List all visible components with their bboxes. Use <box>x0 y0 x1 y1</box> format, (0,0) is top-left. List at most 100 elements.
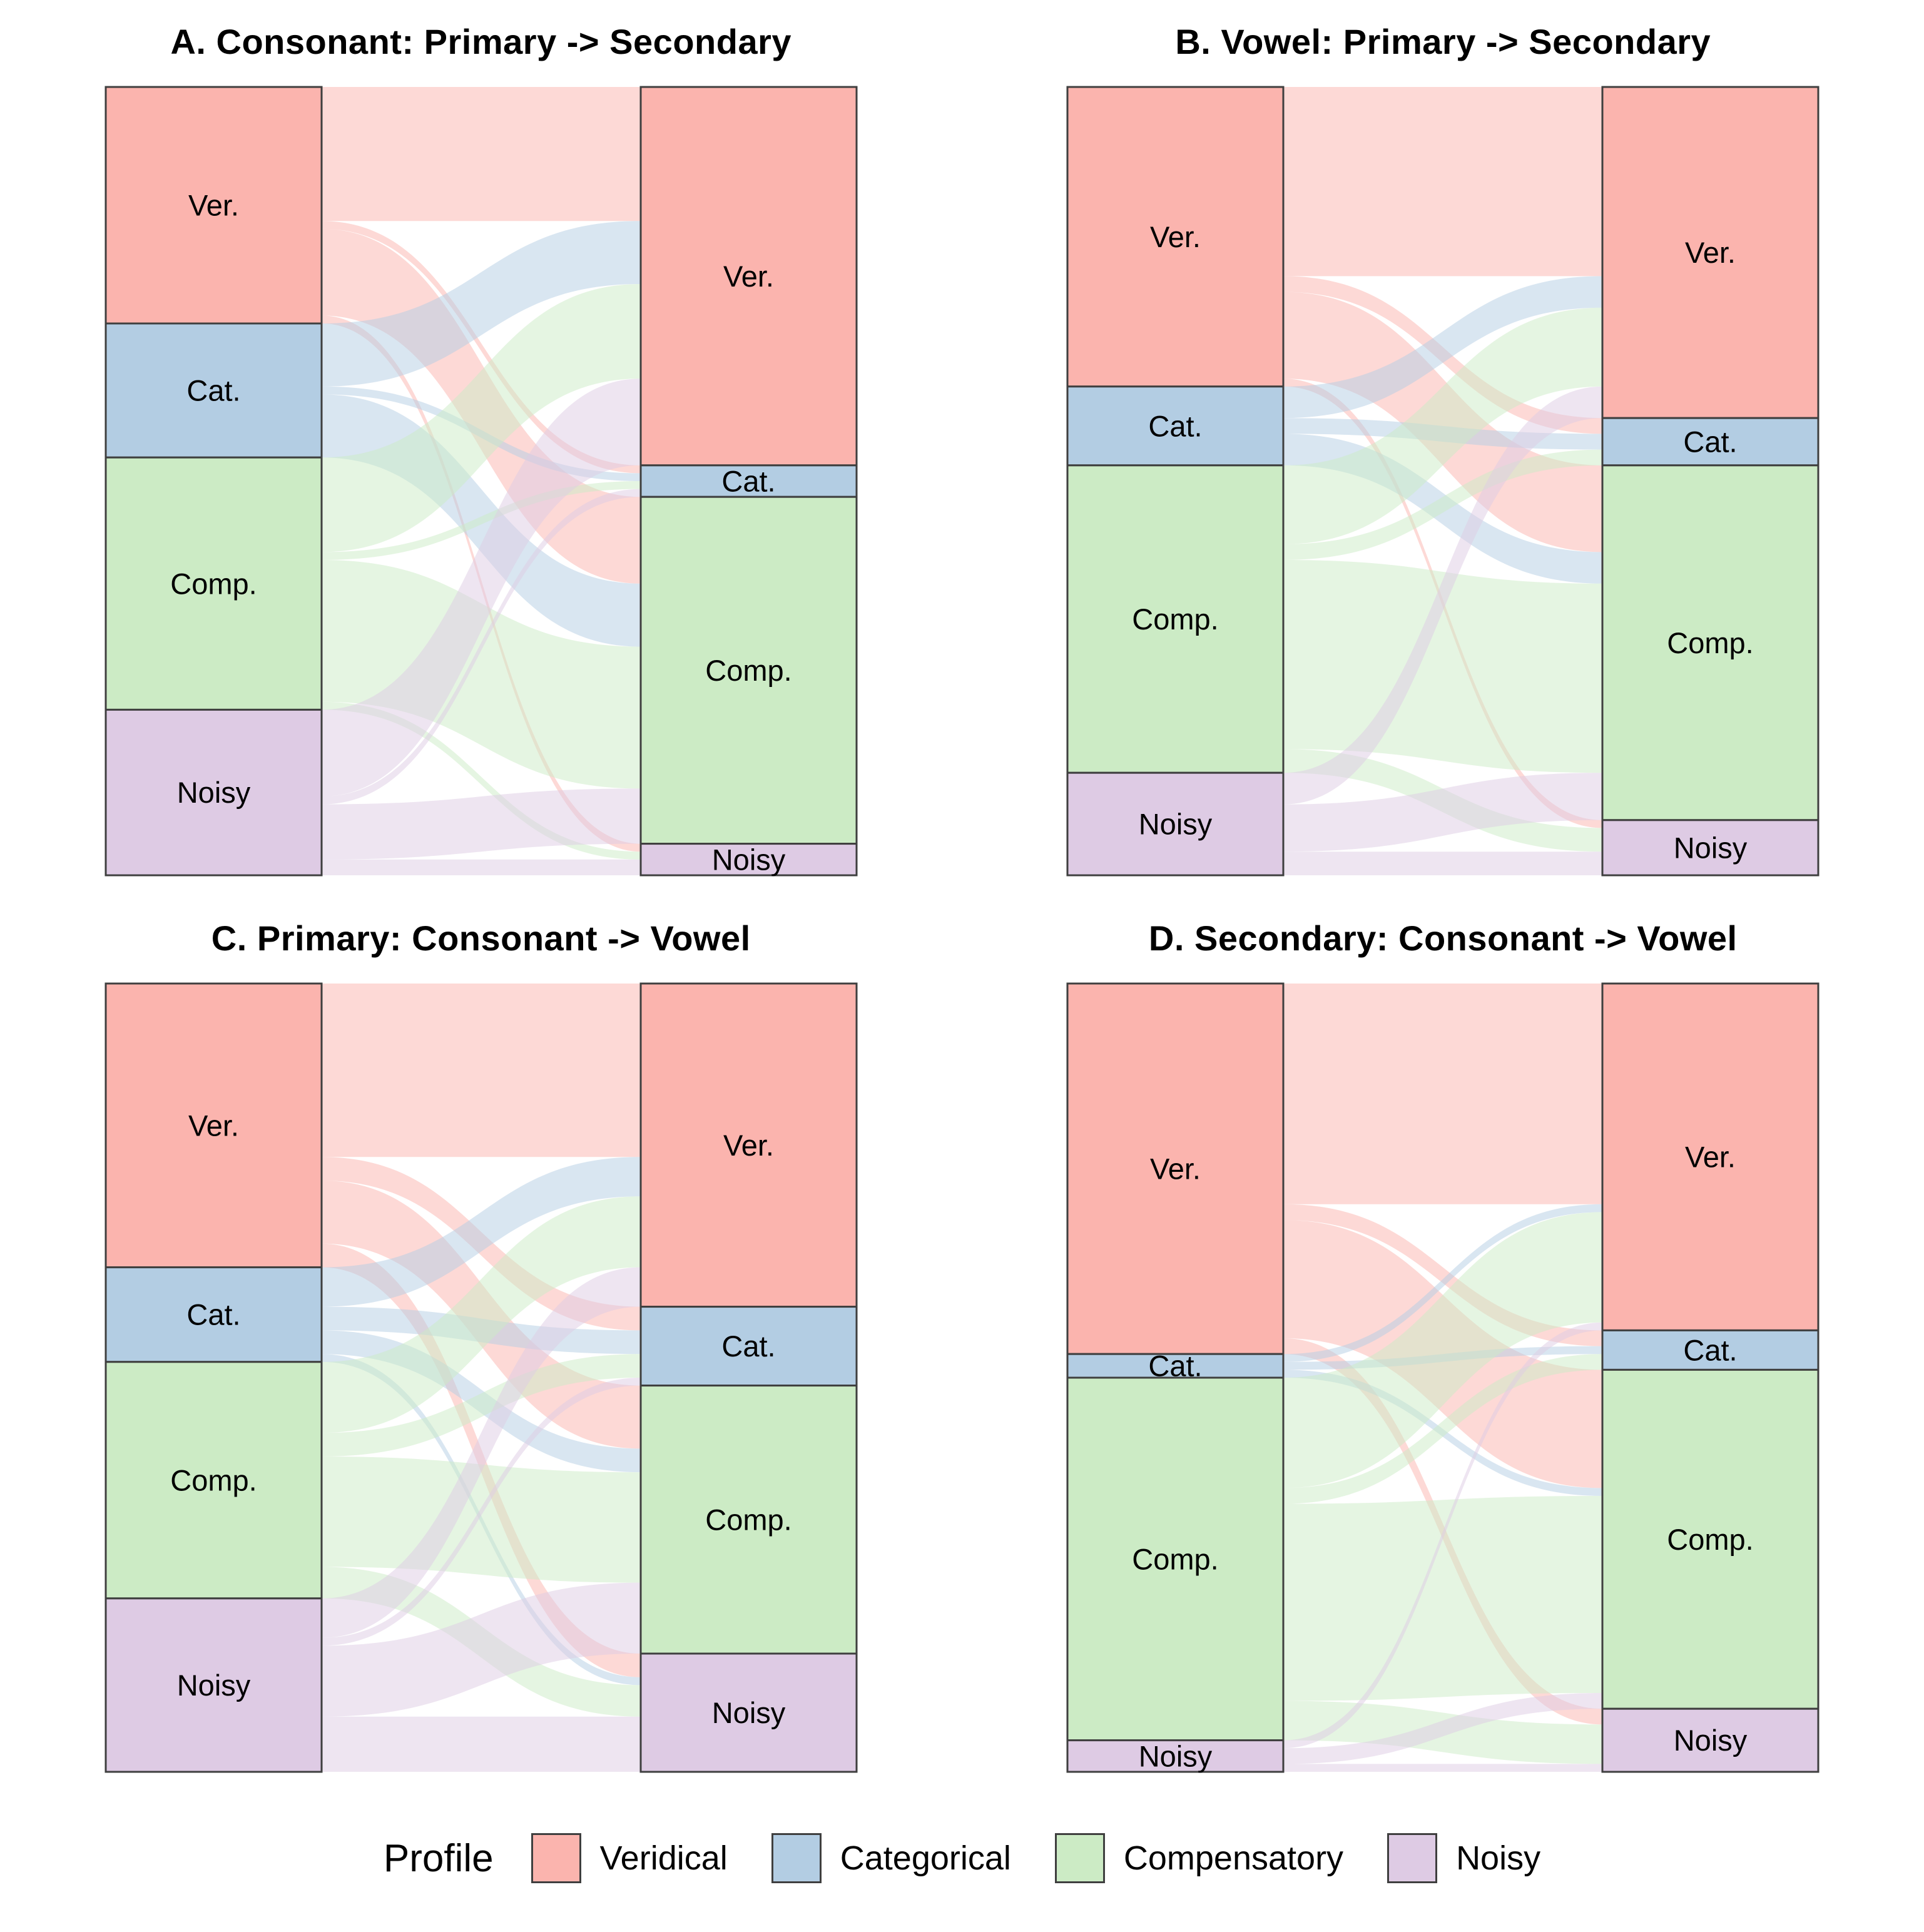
legend-items: Veridical Categorical Compensatory Noisy <box>531 1833 1540 1883</box>
stratum-left-label-noisy: Noisy <box>1139 808 1213 841</box>
flow-comp-to-ver <box>321 284 641 552</box>
stratum-left-comp <box>1066 1376 1285 1742</box>
stratum-left-noisy <box>104 1597 323 1773</box>
legend-item-categorical: Categorical <box>771 1833 1011 1883</box>
flow-noisy-to-ver <box>321 379 641 796</box>
stratum-right-label-comp: Comp. <box>705 1503 791 1536</box>
stratum-right-comp <box>1601 464 1820 821</box>
flow-noisy-to-noisy <box>321 1716 641 1772</box>
stratum-right-label-noisy: Noisy <box>1674 831 1748 864</box>
panel-a-alluvial-chart: Ver. Cat. Comp. Noisy Ver. Cat. Comp. Noisy <box>104 86 858 877</box>
legend-label-noisy: Noisy <box>1456 1839 1541 1877</box>
flow-noisy-to-cat <box>321 1378 641 1646</box>
profile-legend: Profile Veridical Categorical Compensatory… <box>0 1802 1924 1914</box>
panel-c-alluvial-chart: Ver. Cat. Comp. Noisy Ver. Cat. Comp. Noisy <box>104 982 858 1773</box>
stratum-right-label-comp: Comp. <box>705 654 791 687</box>
flow-comp-to-cat <box>1283 1354 1603 1504</box>
flow-comp-to-comp <box>321 560 641 789</box>
stratum-right-comp <box>639 1385 858 1655</box>
stratum-left-ver <box>1066 982 1285 1355</box>
panel-b: B. Vowel: Primary -> Secondary Ver. Cat. C… <box>962 8 1924 882</box>
stratum-right-label-comp: Comp. <box>1667 626 1754 659</box>
legend-item-noisy: Noisy <box>1387 1833 1540 1883</box>
legend-title: Profile <box>383 1836 494 1880</box>
flow-noisy-to-ver <box>1283 386 1603 805</box>
stratum-right-cat <box>639 464 858 498</box>
flow-comp-to-comp <box>321 1457 641 1583</box>
flow-noisy-to-cat <box>321 489 641 805</box>
flow-comp-to-ver <box>321 1196 641 1433</box>
flow-cat-to-ver <box>321 221 641 387</box>
stratum-right-comp <box>639 496 858 845</box>
stratum-right-noisy <box>1601 819 1820 877</box>
flow-ver-to-ver <box>1283 984 1603 1204</box>
stratum-left-label-ver: Ver. <box>188 1109 239 1142</box>
stratum-right-label-ver: Ver. <box>723 260 774 293</box>
flow-comp-to-cat <box>321 1354 641 1457</box>
stratum-right-label-noisy: Noisy <box>711 843 785 876</box>
stratum-right-label-cat: Cat. <box>1684 425 1738 459</box>
stratum-left-noisy <box>104 708 323 877</box>
stratum-left-label-comp: Comp. <box>1133 1542 1219 1575</box>
stratum-right-label-cat: Cat. <box>721 465 775 498</box>
noisy-swatch <box>1387 1833 1438 1883</box>
stratum-right-cat <box>639 1306 858 1387</box>
stratum-left-label-cat: Cat. <box>186 1298 240 1331</box>
stratum-left-ver <box>1066 86 1285 388</box>
stratum-right-label-ver: Ver. <box>1685 236 1736 269</box>
flow-ver-to-cat <box>1283 1204 1603 1346</box>
flow-comp-to-noisy <box>321 701 641 860</box>
stratum-right-label-noisy: Noisy <box>1674 1724 1748 1757</box>
panel-c: C. Primary: Consonant -> Vowel Ver. Cat. C… <box>0 904 962 1778</box>
panel-a-title: A. Consonant: Primary -> Secondary <box>170 22 792 61</box>
veridical-swatch <box>531 1833 581 1883</box>
stratum-left-label-comp: Comp. <box>170 567 257 600</box>
flow-noisy-to-noisy <box>321 859 641 875</box>
stratum-right-label-noisy: Noisy <box>711 1696 785 1729</box>
categorical-swatch <box>771 1833 822 1883</box>
flow-comp-to-ver <box>1283 307 1603 544</box>
panel-c-title: C. Primary: Consonant -> Vowel <box>211 918 751 958</box>
stratum-right-label-cat: Cat. <box>721 1330 775 1363</box>
stratum-right-label-cat: Cat. <box>1684 1333 1738 1366</box>
stratum-right-label-ver: Ver. <box>1685 1141 1736 1174</box>
flow-comp-to-cat <box>321 481 641 560</box>
stratum-left-label-noisy: Noisy <box>176 1669 250 1702</box>
flow-ver-to-ver <box>321 984 641 1157</box>
compensatory-swatch <box>1054 1833 1105 1883</box>
stratum-left-comp <box>1066 464 1285 774</box>
stratum-right-ver <box>1601 86 1820 419</box>
flow-comp-to-ver <box>1283 1212 1603 1488</box>
stratum-left-label-noisy: Noisy <box>176 776 250 809</box>
stratum-right-ver <box>639 982 858 1308</box>
stratum-left-label-ver: Ver. <box>188 189 239 222</box>
stratum-right-ver <box>1601 982 1820 1331</box>
flow-comp-to-cat <box>1283 449 1603 560</box>
legend-label-veridical: Veridical <box>599 1839 728 1877</box>
stratum-left-label-noisy: Noisy <box>1139 1739 1213 1772</box>
stratum-right-ver <box>639 86 858 467</box>
stratum-left-cat <box>1066 385 1285 467</box>
stratum-left-comp <box>104 456 323 711</box>
panel-grid: A. Consonant: Primary -> Secondary Ver. C… <box>0 8 1924 1778</box>
legend-item-compensatory: Compensatory <box>1054 1833 1344 1883</box>
flow-noisy-to-noisy <box>1283 852 1603 875</box>
flow-comp-to-comp <box>1283 1496 1603 1701</box>
legend-label-compensatory: Compensatory <box>1123 1839 1344 1877</box>
stratum-left-cat <box>104 322 323 459</box>
flow-noisy-to-comp <box>321 788 641 860</box>
panel-d-title: D. Secondary: Consonant -> Vowel <box>1148 918 1738 958</box>
flow-noisy-to-comp <box>1283 773 1603 852</box>
flow-ver-to-ver <box>321 87 641 221</box>
stratum-right-label-comp: Comp. <box>1667 1523 1754 1556</box>
flow-cat-to-ver <box>321 1157 641 1307</box>
stratum-left-label-cat: Cat. <box>186 374 240 407</box>
stratum-left-label-comp: Comp. <box>1133 602 1219 636</box>
stratum-left-label-comp: Comp. <box>170 1463 257 1497</box>
stratum-left-label-ver: Ver. <box>1150 1152 1201 1186</box>
flow-noisy-to-noisy <box>1283 1764 1603 1772</box>
flow-noisy-to-ver <box>321 1267 641 1638</box>
stratum-left-noisy <box>1066 771 1285 877</box>
